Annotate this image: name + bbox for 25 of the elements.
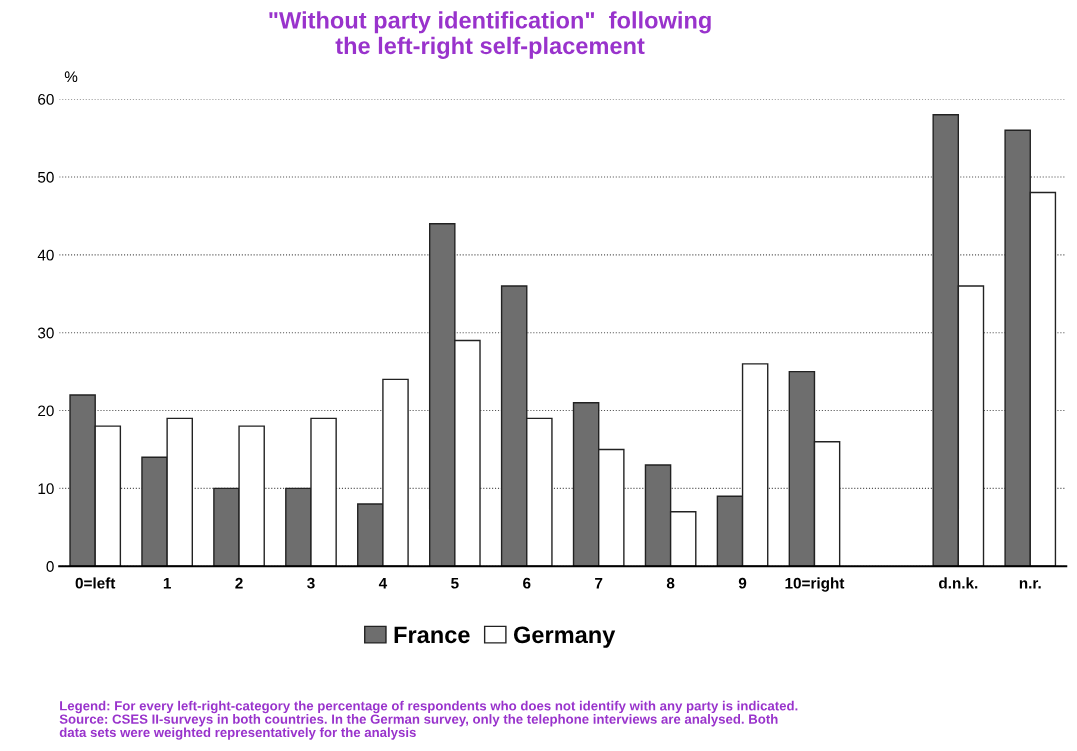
- x-tick-label: 6: [523, 577, 531, 589]
- legend-label: France: [394, 626, 470, 644]
- chart-title: "Without party identification" following the left-right self-placement: [269, 11, 711, 59]
- y-tick-label: 20: [38, 405, 54, 417]
- legend-label: Germany: [513, 626, 616, 648]
- x-tick-label: n.r.: [1019, 580, 1041, 589]
- x-tick-label: 3: [307, 577, 315, 589]
- x-tick-label: 1: [163, 577, 171, 589]
- y-tick-label: 60: [38, 94, 54, 105]
- y-tick-label: 0: [46, 561, 54, 572]
- x-tick-label: 9: [738, 577, 747, 589]
- y-tick-label: 30: [37, 327, 54, 339]
- x-tick-label: 8: [666, 577, 675, 589]
- x-tick-label: d.n.k.: [939, 577, 978, 589]
- x-tick-label: 2: [235, 577, 243, 589]
- y-tick-label: 50: [37, 171, 54, 183]
- y-tick-label: 10: [38, 483, 54, 495]
- x-tick-label: 5: [451, 577, 459, 589]
- y-tick-label: 40: [37, 249, 54, 261]
- text: Legend: For every left-right-category the percentage of respondents who does not identify with any party is indicated. Source: CSES II-surveys in both countries. In the German survey, only the telephone interviews are analysed. Both data sets were weighted representatively for the analysis: [59, 700, 798, 740]
- x-tick-label: 0=left: [75, 577, 116, 589]
- x-tick-label: 4: [378, 577, 388, 589]
- x-tick-label: 10=right: [785, 577, 845, 592]
- x-tick-label: 7: [595, 577, 603, 589]
- y-axis-title: %: [64, 71, 78, 83]
